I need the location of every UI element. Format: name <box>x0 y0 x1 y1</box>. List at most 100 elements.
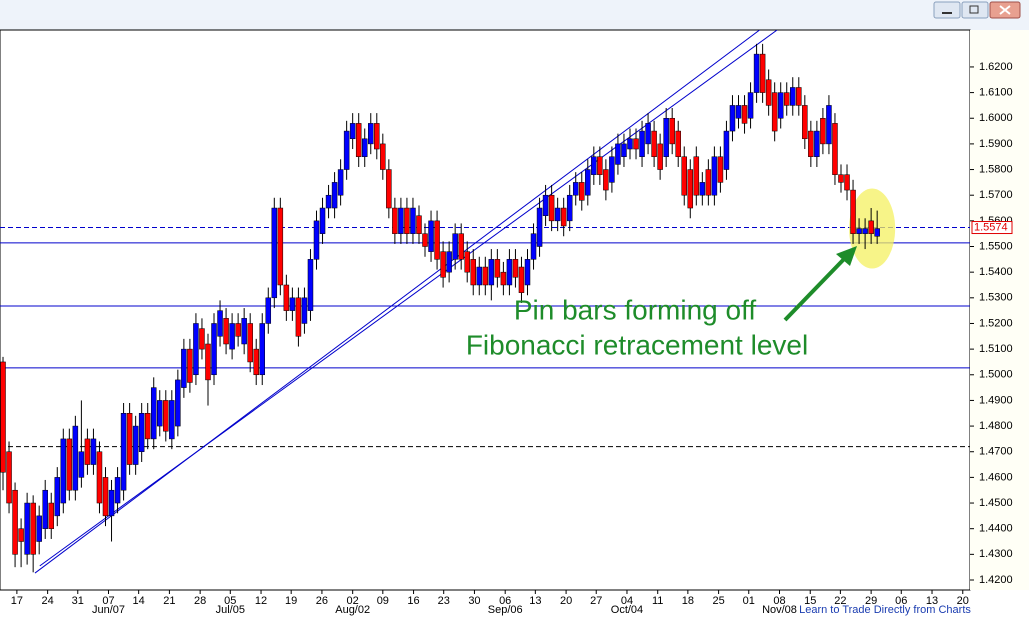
candle-body <box>735 105 742 119</box>
candle-body <box>144 413 151 440</box>
restore-button[interactable] <box>961 1 989 19</box>
y-tick-label: 1.4300 <box>979 548 1013 560</box>
x-tick-label: 23 <box>438 595 450 607</box>
candle-body <box>313 220 320 260</box>
candle-body <box>741 105 748 124</box>
y-tick-label: 1.4500 <box>979 497 1013 509</box>
candle-body <box>723 130 730 170</box>
candle-body <box>440 251 446 278</box>
candle-body <box>0 361 6 473</box>
month-label: Sep/06 <box>488 604 523 616</box>
candle-body <box>464 251 470 273</box>
y-tick-label: 1.5000 <box>979 369 1013 381</box>
price-tag <box>971 221 1013 235</box>
candle-body <box>36 515 42 542</box>
candle-body <box>536 207 543 247</box>
window-bar <box>0 0 1029 30</box>
candle-body <box>66 438 73 491</box>
candle-body <box>386 169 392 209</box>
candle-body <box>470 259 476 286</box>
y-tick-label: 1.6200 <box>979 61 1013 73</box>
candle-body <box>54 477 61 517</box>
candle-body <box>579 182 585 201</box>
y-tick-label: 1.6100 <box>979 86 1013 98</box>
candle-body <box>295 297 302 337</box>
candle-body <box>126 413 133 465</box>
x-tick-label: 26 <box>316 595 328 607</box>
candle-body <box>380 143 386 170</box>
candle-body <box>163 400 169 432</box>
candle-body <box>687 169 694 209</box>
x-tick-label: 17 <box>11 595 23 607</box>
month-label: Jul/05 <box>216 604 245 616</box>
candle-body <box>530 233 537 260</box>
candle-body <box>868 220 874 234</box>
candle-body <box>199 328 205 350</box>
candle-body <box>259 323 265 376</box>
x-tick-label: 24 <box>42 595 54 607</box>
candle-body <box>355 123 362 157</box>
x-tick-label: 29 <box>865 595 877 607</box>
candle-body <box>476 266 483 286</box>
y-tick-label: 1.4700 <box>979 446 1013 458</box>
x-tick-label: 07 <box>102 595 114 607</box>
candle-body <box>783 92 790 106</box>
candle-body <box>211 323 217 376</box>
trend-line <box>39 30 778 567</box>
x-tick-label: 20 <box>560 595 572 607</box>
close-icon <box>999 5 1011 15</box>
candle-body <box>717 156 724 183</box>
candle-body <box>428 220 434 252</box>
y-tick-label: 1.4200 <box>979 574 1013 586</box>
candle-body <box>349 123 356 140</box>
candle-body <box>331 182 338 209</box>
price-tag-label: 1.5574 <box>974 221 1008 233</box>
candle-body <box>729 105 736 132</box>
candle-body <box>585 169 591 196</box>
candle-body <box>777 92 784 119</box>
candle-body <box>615 143 621 165</box>
candle-body <box>422 233 428 247</box>
candle-body <box>850 189 856 234</box>
candle-body <box>337 169 344 196</box>
candle-body <box>265 297 272 324</box>
y-tick-label: 1.5400 <box>979 266 1013 278</box>
candle-body <box>566 194 573 222</box>
candle-body <box>753 53 760 93</box>
candle-body <box>90 438 97 465</box>
candle-body <box>169 400 175 440</box>
candle-body <box>458 233 464 260</box>
candle-body <box>693 156 700 196</box>
candle-body <box>560 207 567 227</box>
x-tick-label: 19 <box>285 595 297 607</box>
candle-body <box>48 502 54 529</box>
candle-body <box>482 266 489 286</box>
y-tick-label: 1.4900 <box>979 394 1013 406</box>
candle-body <box>603 169 609 191</box>
y-tick-label: 1.5900 <box>979 138 1013 150</box>
candle-body <box>765 79 772 106</box>
candle-body <box>675 130 681 157</box>
candle-body <box>319 207 326 234</box>
x-tick-label: 06 <box>499 595 511 607</box>
trend-line <box>34 30 760 574</box>
candle-body <box>12 489 18 555</box>
minimize-button[interactable] <box>933 1 961 19</box>
candle-body <box>289 297 296 311</box>
plot-layer <box>0 30 970 574</box>
x-tick-label: 13 <box>529 595 541 607</box>
y-tick-label: 1.5500 <box>979 240 1013 252</box>
x-tick-label: 11 <box>652 595 663 607</box>
candle-body <box>108 489 115 517</box>
candle-body <box>633 138 639 150</box>
x-tick-label: 12 <box>255 595 267 607</box>
candle-body <box>771 92 778 132</box>
candle-body <box>609 156 615 183</box>
y-tick-label: 1.4400 <box>979 523 1013 535</box>
candle-body <box>446 251 452 273</box>
candle-body <box>826 105 832 145</box>
footer-link[interactable]: Learn to Trade Directly from Charts <box>799 604 971 616</box>
candle-body <box>42 489 48 529</box>
candle-body <box>838 174 844 183</box>
